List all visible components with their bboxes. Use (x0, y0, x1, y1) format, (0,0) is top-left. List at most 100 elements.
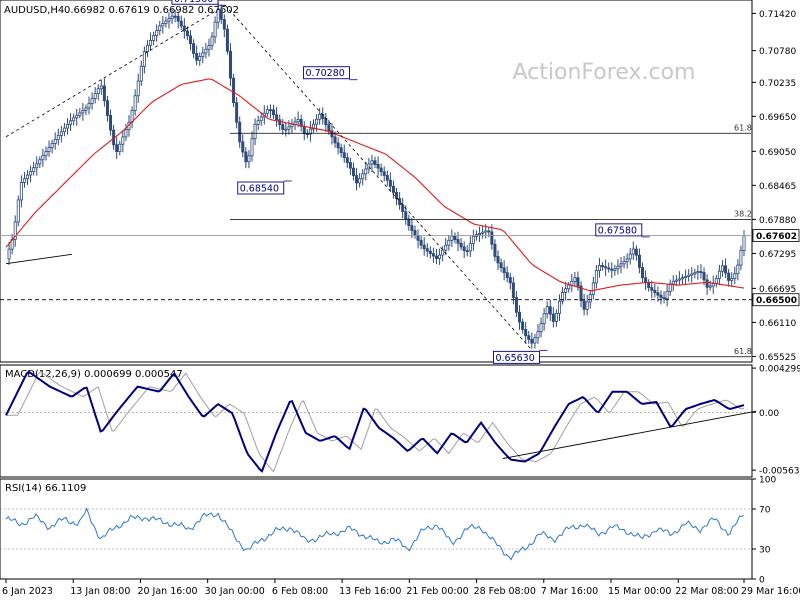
candle-body (690, 273, 694, 276)
ohlc-label: 0.66982 0.67619 0.66982 0.67602 (64, 5, 239, 16)
rsi-y-tick-label: 70 (759, 506, 771, 516)
rsi-layer (0, 506, 752, 561)
candle-body (213, 21, 217, 38)
candle-body (342, 152, 346, 159)
candle-body (594, 270, 598, 284)
candle-body (235, 102, 239, 123)
price-y-tick-label: 0.66695 (759, 285, 796, 295)
support-price-text: 0.66500 (756, 296, 797, 306)
candle-body (527, 335, 531, 340)
candle-body (139, 65, 143, 82)
candle-body (59, 131, 63, 136)
candle-body (188, 35, 192, 45)
swing-label-text: 0.71560 (174, 0, 213, 5)
candle-body (579, 285, 583, 302)
candle-body (244, 151, 248, 163)
candle-body (136, 80, 140, 97)
candle-body (345, 157, 349, 163)
candle-body (391, 185, 395, 193)
candle-body (185, 30, 189, 37)
candle-body (152, 35, 156, 41)
candle-body (318, 113, 322, 120)
macd-y-tick-label: -0.005636 (759, 467, 800, 477)
candle-body (428, 250, 432, 255)
x-tick-label: 21 Feb 00:00 (406, 586, 468, 597)
candle-body (358, 178, 362, 184)
candle-body (121, 136, 125, 145)
candle-body (207, 45, 211, 50)
candle-body (118, 143, 122, 153)
candle-body (44, 151, 48, 157)
candle-body (671, 280, 675, 285)
candle-body (145, 44, 149, 53)
candle-body (361, 173, 365, 180)
candle-body (16, 199, 20, 223)
candle-body (198, 56, 202, 61)
macd-layer (0, 370, 757, 473)
candle-body (508, 277, 512, 284)
candle-body (641, 267, 645, 279)
candle-body (511, 282, 515, 298)
candle-body (109, 114, 113, 131)
rsi-panel-frame (0, 478, 753, 580)
candle-body (419, 239, 423, 246)
candle-body (222, 18, 226, 30)
support-price-box (752, 293, 800, 307)
candle-body (705, 279, 709, 288)
candle-body (628, 253, 632, 260)
candle-body (66, 124, 70, 129)
candle-body (176, 15, 180, 22)
current_price-price-box (752, 229, 800, 242)
candle-body (216, 9, 220, 23)
candle-body (41, 155, 45, 161)
candle-body (604, 266, 608, 269)
candle-body (668, 283, 672, 292)
candle-body (656, 292, 660, 296)
candle-body (684, 276, 688, 279)
candle-body (551, 313, 555, 322)
candle-body (241, 141, 245, 153)
rsi-label: RSI(14) 66.1109 (5, 483, 86, 494)
candle-body (459, 242, 463, 248)
candle-body (558, 300, 562, 314)
candle-body (720, 265, 724, 272)
candle-body (388, 179, 392, 187)
candle-body (265, 109, 269, 114)
candle-body (355, 175, 359, 184)
candle-body (228, 50, 232, 79)
candle-body (281, 124, 285, 130)
candle-body (164, 20, 168, 24)
channel-line-lower (5, 253, 72, 265)
candle-body (481, 231, 485, 234)
candle-body (659, 294, 663, 299)
fib-level-label: 61.8 (734, 347, 752, 356)
candle-body (302, 125, 306, 135)
candle-body (554, 313, 558, 322)
candle-body (232, 77, 236, 104)
swing-label-box (237, 181, 285, 195)
candle-body (524, 329, 528, 337)
candle-body (425, 248, 429, 252)
candle-body (733, 273, 737, 279)
candle-body (585, 301, 589, 310)
price-y-tick-label: 0.70780 (759, 47, 796, 57)
candle-body (308, 128, 312, 135)
candle-body (161, 23, 165, 27)
candle-body (407, 218, 411, 226)
candle-body (327, 124, 331, 132)
candle-body (607, 267, 611, 270)
candle-body (484, 230, 488, 233)
candle-body (681, 277, 685, 280)
moving-average-line (5, 78, 745, 292)
candle-body (696, 271, 700, 274)
candle-body (422, 244, 426, 250)
candle-body (179, 20, 183, 27)
candle-body (19, 182, 23, 201)
candle-body (625, 258, 629, 262)
candle-body (542, 313, 546, 324)
candle-body (339, 147, 343, 154)
candle-body (56, 135, 60, 140)
candle-body (81, 110, 85, 114)
candle-body (567, 284, 571, 290)
candle-body (462, 246, 466, 251)
